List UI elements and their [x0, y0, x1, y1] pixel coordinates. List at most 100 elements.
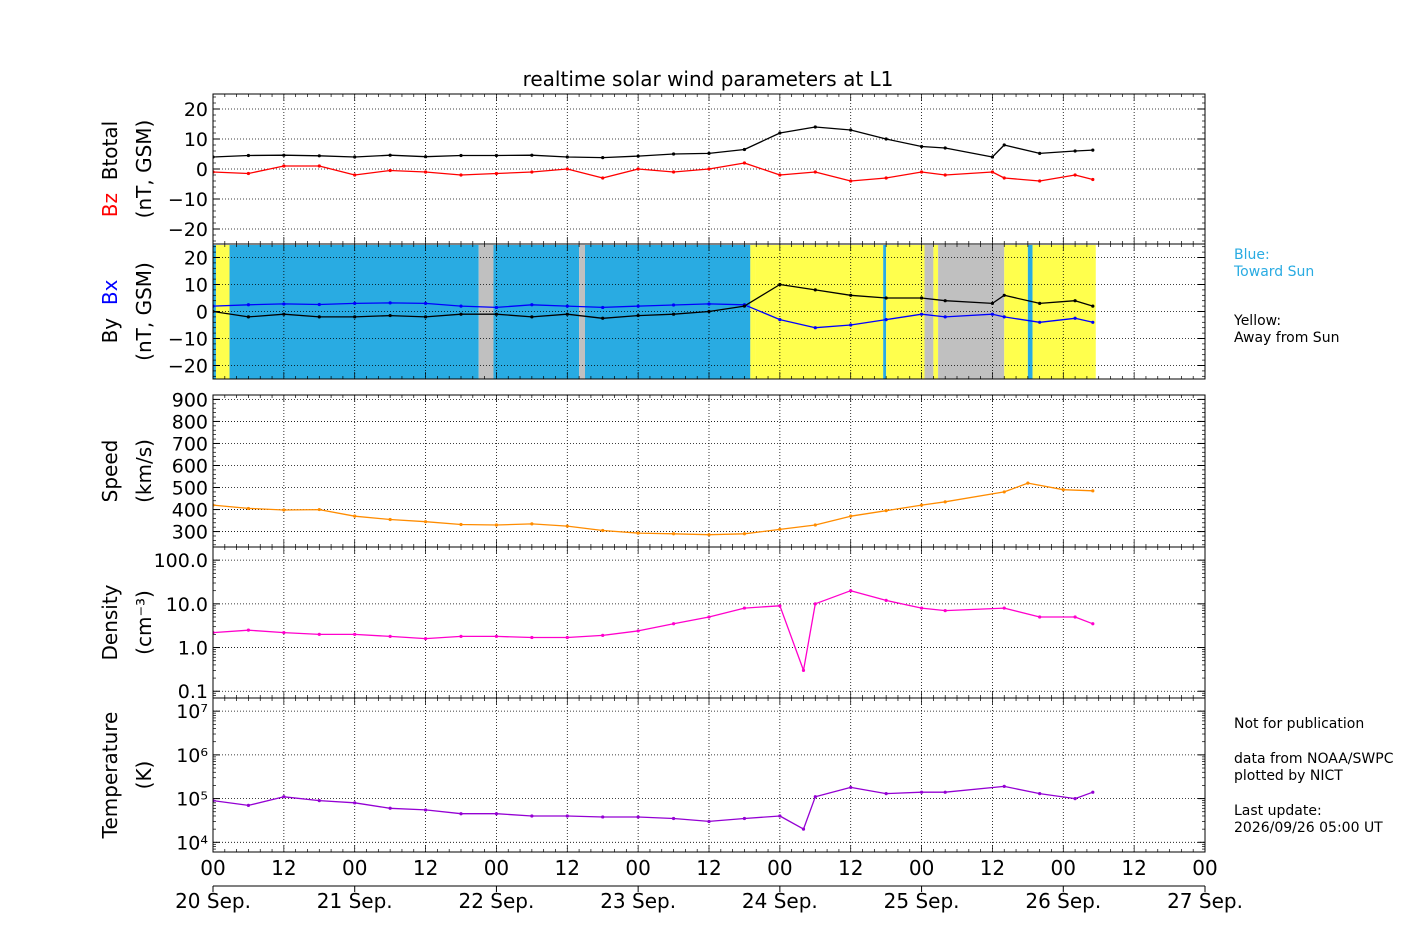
hour-tick-label: 12 [413, 856, 438, 880]
data-point-by [388, 313, 392, 318]
y-axis-label-part: Density [98, 584, 122, 660]
y-axis-unit-label: (nT, GSM) [132, 120, 156, 219]
sector-band-away [886, 245, 925, 379]
panel-frame [212, 697, 1206, 853]
y-tick-label: 20 [184, 248, 208, 270]
data-point-by [778, 282, 782, 287]
series-line-speed [213, 482, 1093, 536]
data-point-density [1091, 622, 1095, 626]
y-axis-label-part: Btotal [98, 121, 122, 193]
data-point-bz [1002, 176, 1006, 180]
data-point-speed [707, 533, 711, 537]
date-tick-label: 27 Sep. [1167, 889, 1243, 913]
y-tick-label: 400 [172, 500, 208, 522]
data-point-bx [317, 302, 321, 307]
series-group [213, 589, 1095, 672]
data-point-density [494, 634, 499, 638]
data-point-speed [943, 500, 947, 504]
data-point-btotal [388, 153, 392, 157]
data-point-btotal [943, 146, 947, 150]
sector-band-gap [478, 245, 494, 379]
data-point-speed [388, 517, 392, 522]
panel-byx: −20 −10 0 10 20 By Bx (nT, GSM) [98, 243, 1206, 380]
data-point-by [353, 315, 357, 319]
series-group [213, 784, 1095, 831]
y-tick-label: −10 [168, 189, 208, 211]
y-axis-unit-label: (K) [132, 761, 156, 790]
hour-tick-label: 12 [555, 856, 580, 880]
y-axis-label: Density [98, 584, 122, 660]
data-point-bx [423, 301, 428, 305]
data-point-by [423, 315, 428, 319]
sector-band-away [933, 245, 939, 379]
sector-band-away [750, 245, 756, 379]
data-point-speed [282, 508, 286, 512]
series-line-btotal [213, 126, 1093, 159]
series-line-density [213, 590, 1094, 672]
sector-band-gap [938, 245, 1005, 379]
data-point-speed [317, 507, 321, 512]
y-axis-label: By Bx [98, 279, 122, 343]
date-tick-label: 25 Sep. [884, 889, 960, 913]
data-point-by [636, 313, 640, 318]
y-axis-unit-label: (km/s) [132, 439, 156, 503]
data-point-bz [919, 170, 924, 174]
data-point-bx [388, 301, 392, 305]
y-tick-label: 10⁷ [176, 701, 208, 723]
series-group [213, 125, 1095, 183]
data-point-bx [353, 301, 357, 305]
data-point-speed [423, 520, 428, 524]
data-point-density [849, 589, 853, 593]
data-point-by [813, 288, 817, 292]
hour-tick-label: 00 [1051, 856, 1076, 880]
data-point-by [601, 316, 605, 320]
data-point-btotal [423, 155, 428, 159]
data-point-speed [884, 509, 888, 513]
data-point-bx [943, 315, 947, 319]
data-point-btotal [919, 144, 924, 149]
data-point-btotal [1091, 148, 1095, 152]
data-point-btotal [565, 155, 569, 159]
y-tick-label: 10⁵ [176, 789, 208, 811]
data-point-bx [849, 323, 853, 327]
data-point-temperature [530, 814, 534, 818]
data-point-speed [1002, 490, 1006, 494]
data-point-bz [388, 168, 392, 173]
series-line-bz [213, 162, 1093, 182]
data-point-density [459, 634, 463, 638]
data-point-bx [1073, 316, 1077, 320]
y-axis-label: Temperature [98, 712, 122, 840]
sector-band-toward [493, 245, 580, 379]
date-tick-label: 22 Sep. [458, 889, 534, 913]
data-point-btotal [636, 154, 640, 158]
y-tick-label: 100.0 [154, 550, 208, 572]
hour-tick-label: 00 [909, 856, 934, 880]
data-point-bx [601, 305, 605, 310]
sector-band-away [1032, 245, 1096, 379]
y-tick-label: −20 [168, 356, 208, 378]
data-point-speed [353, 514, 357, 518]
y-tick-label: 10.0 [166, 594, 208, 616]
data-point-btotal [459, 153, 463, 158]
y-axis-label-part: By [98, 318, 122, 344]
panel-density: 0.1 1.0 10.0 100.0 Density (cm⁻³) [98, 546, 1206, 703]
data-point-density [801, 668, 806, 672]
date-tick-label: 23 Sep. [600, 889, 676, 913]
hour-tick-label: 00 [484, 856, 509, 880]
data-point-temperature [884, 792, 888, 796]
data-point-by [884, 296, 888, 300]
data-point-btotal [530, 153, 534, 157]
data-point-speed [813, 523, 817, 527]
data-point-density [1073, 615, 1077, 619]
data-point-density [778, 604, 782, 608]
data-point-bz [1091, 177, 1095, 182]
data-point-bx [1038, 320, 1042, 324]
y-tick-label: 10⁴ [176, 832, 208, 854]
data-point-by [565, 312, 569, 316]
hour-tick-label: 12 [980, 856, 1005, 880]
hour-tick-label: 00 [200, 856, 225, 880]
data-point-by [282, 312, 286, 316]
data-point-bx [1091, 320, 1095, 324]
data-point-btotal [1038, 151, 1042, 155]
